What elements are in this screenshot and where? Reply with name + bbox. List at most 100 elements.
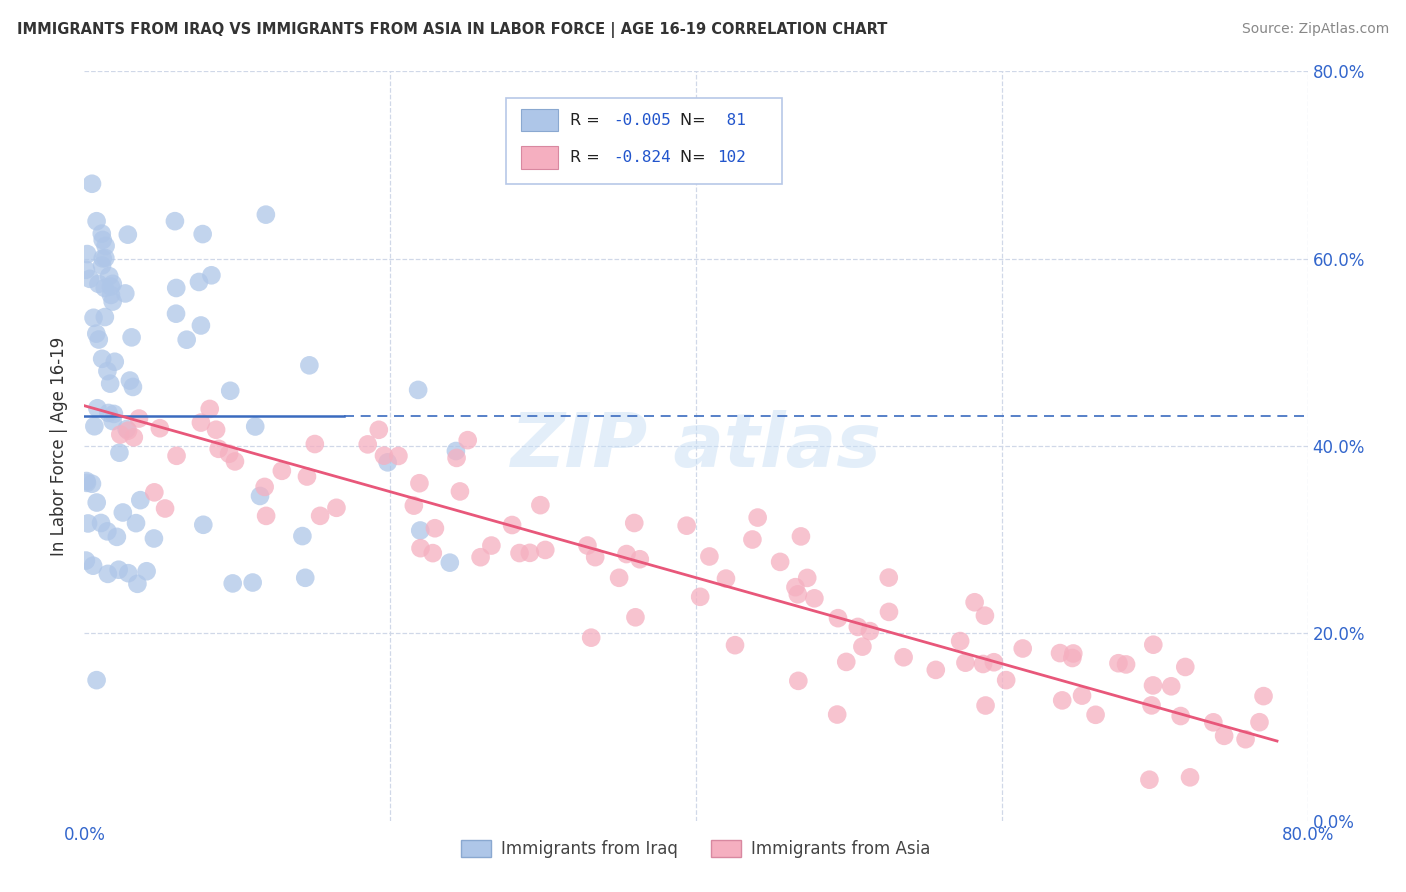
Point	[974, 698, 997, 713]
Point	[309, 508, 332, 523]
Point	[101, 294, 124, 309]
Point	[714, 572, 737, 586]
Text: -0.824: -0.824	[613, 150, 671, 165]
Point	[1160, 679, 1182, 693]
Point	[188, 275, 211, 289]
Point	[1202, 715, 1225, 730]
Point	[111, 506, 134, 520]
Point	[444, 444, 467, 458]
Point	[747, 510, 769, 524]
Point	[579, 631, 602, 645]
Point	[616, 547, 638, 561]
Point	[90, 516, 112, 530]
Point	[96, 364, 118, 378]
Point	[76, 247, 98, 261]
Point	[787, 673, 810, 688]
Point	[122, 430, 145, 444]
Point	[254, 208, 277, 222]
Point	[166, 449, 188, 463]
Point	[80, 476, 103, 491]
Point	[925, 663, 948, 677]
Point	[104, 355, 127, 369]
Point	[224, 454, 246, 468]
Point	[529, 498, 551, 512]
Point	[796, 571, 818, 585]
Point	[1174, 660, 1197, 674]
Point	[408, 476, 430, 491]
Point	[127, 576, 149, 591]
Point	[387, 449, 409, 463]
Point	[1142, 678, 1164, 692]
FancyBboxPatch shape	[522, 109, 558, 131]
Point	[835, 655, 858, 669]
Point	[1115, 657, 1137, 672]
Point	[457, 433, 479, 447]
Point	[93, 281, 115, 295]
Point	[1213, 729, 1236, 743]
Point	[142, 532, 165, 546]
Point	[94, 239, 117, 253]
Point	[1253, 689, 1275, 703]
Point	[129, 493, 152, 508]
Point	[859, 624, 882, 639]
Point	[80, 177, 103, 191]
Point	[479, 539, 502, 553]
Point	[218, 447, 240, 461]
Point	[117, 566, 139, 581]
Point	[1178, 770, 1201, 784]
Point	[741, 533, 763, 547]
Text: R =: R =	[569, 112, 605, 128]
Point	[675, 518, 697, 533]
Point	[1139, 772, 1161, 787]
Point	[91, 351, 114, 366]
Point	[222, 576, 245, 591]
Point	[409, 524, 432, 538]
Point	[785, 580, 807, 594]
Point	[377, 455, 399, 469]
Point	[114, 286, 136, 301]
Point	[1084, 707, 1107, 722]
Point	[963, 595, 986, 609]
Point	[96, 524, 118, 539]
Point	[176, 333, 198, 347]
Point	[949, 634, 972, 648]
Point	[79, 272, 101, 286]
Point	[121, 330, 143, 344]
Point	[84, 326, 107, 341]
Point	[91, 252, 114, 266]
Point	[75, 262, 97, 277]
Point	[91, 233, 114, 247]
Point	[877, 571, 900, 585]
Point	[101, 414, 124, 428]
Point	[955, 656, 977, 670]
Point	[803, 591, 825, 606]
Point	[1071, 689, 1094, 703]
Point	[128, 411, 150, 425]
Point	[1062, 651, 1084, 665]
Point	[1049, 646, 1071, 660]
Point	[402, 499, 425, 513]
Point	[974, 608, 997, 623]
Point	[253, 480, 276, 494]
Point	[624, 610, 647, 624]
Point	[270, 464, 292, 478]
Point	[439, 556, 461, 570]
Point	[110, 427, 132, 442]
Point	[87, 333, 110, 347]
Point	[117, 424, 139, 438]
FancyBboxPatch shape	[506, 97, 782, 184]
Point	[83, 419, 105, 434]
Point	[190, 318, 212, 333]
Point	[769, 555, 792, 569]
Point	[786, 587, 808, 601]
Point	[825, 707, 848, 722]
Point	[827, 611, 849, 625]
Point	[245, 419, 267, 434]
Point	[143, 485, 166, 500]
Point	[298, 359, 321, 373]
Text: -0.005: -0.005	[613, 112, 671, 128]
Point	[851, 640, 873, 654]
Point	[576, 539, 599, 553]
Point	[699, 549, 721, 564]
Point	[295, 469, 318, 483]
